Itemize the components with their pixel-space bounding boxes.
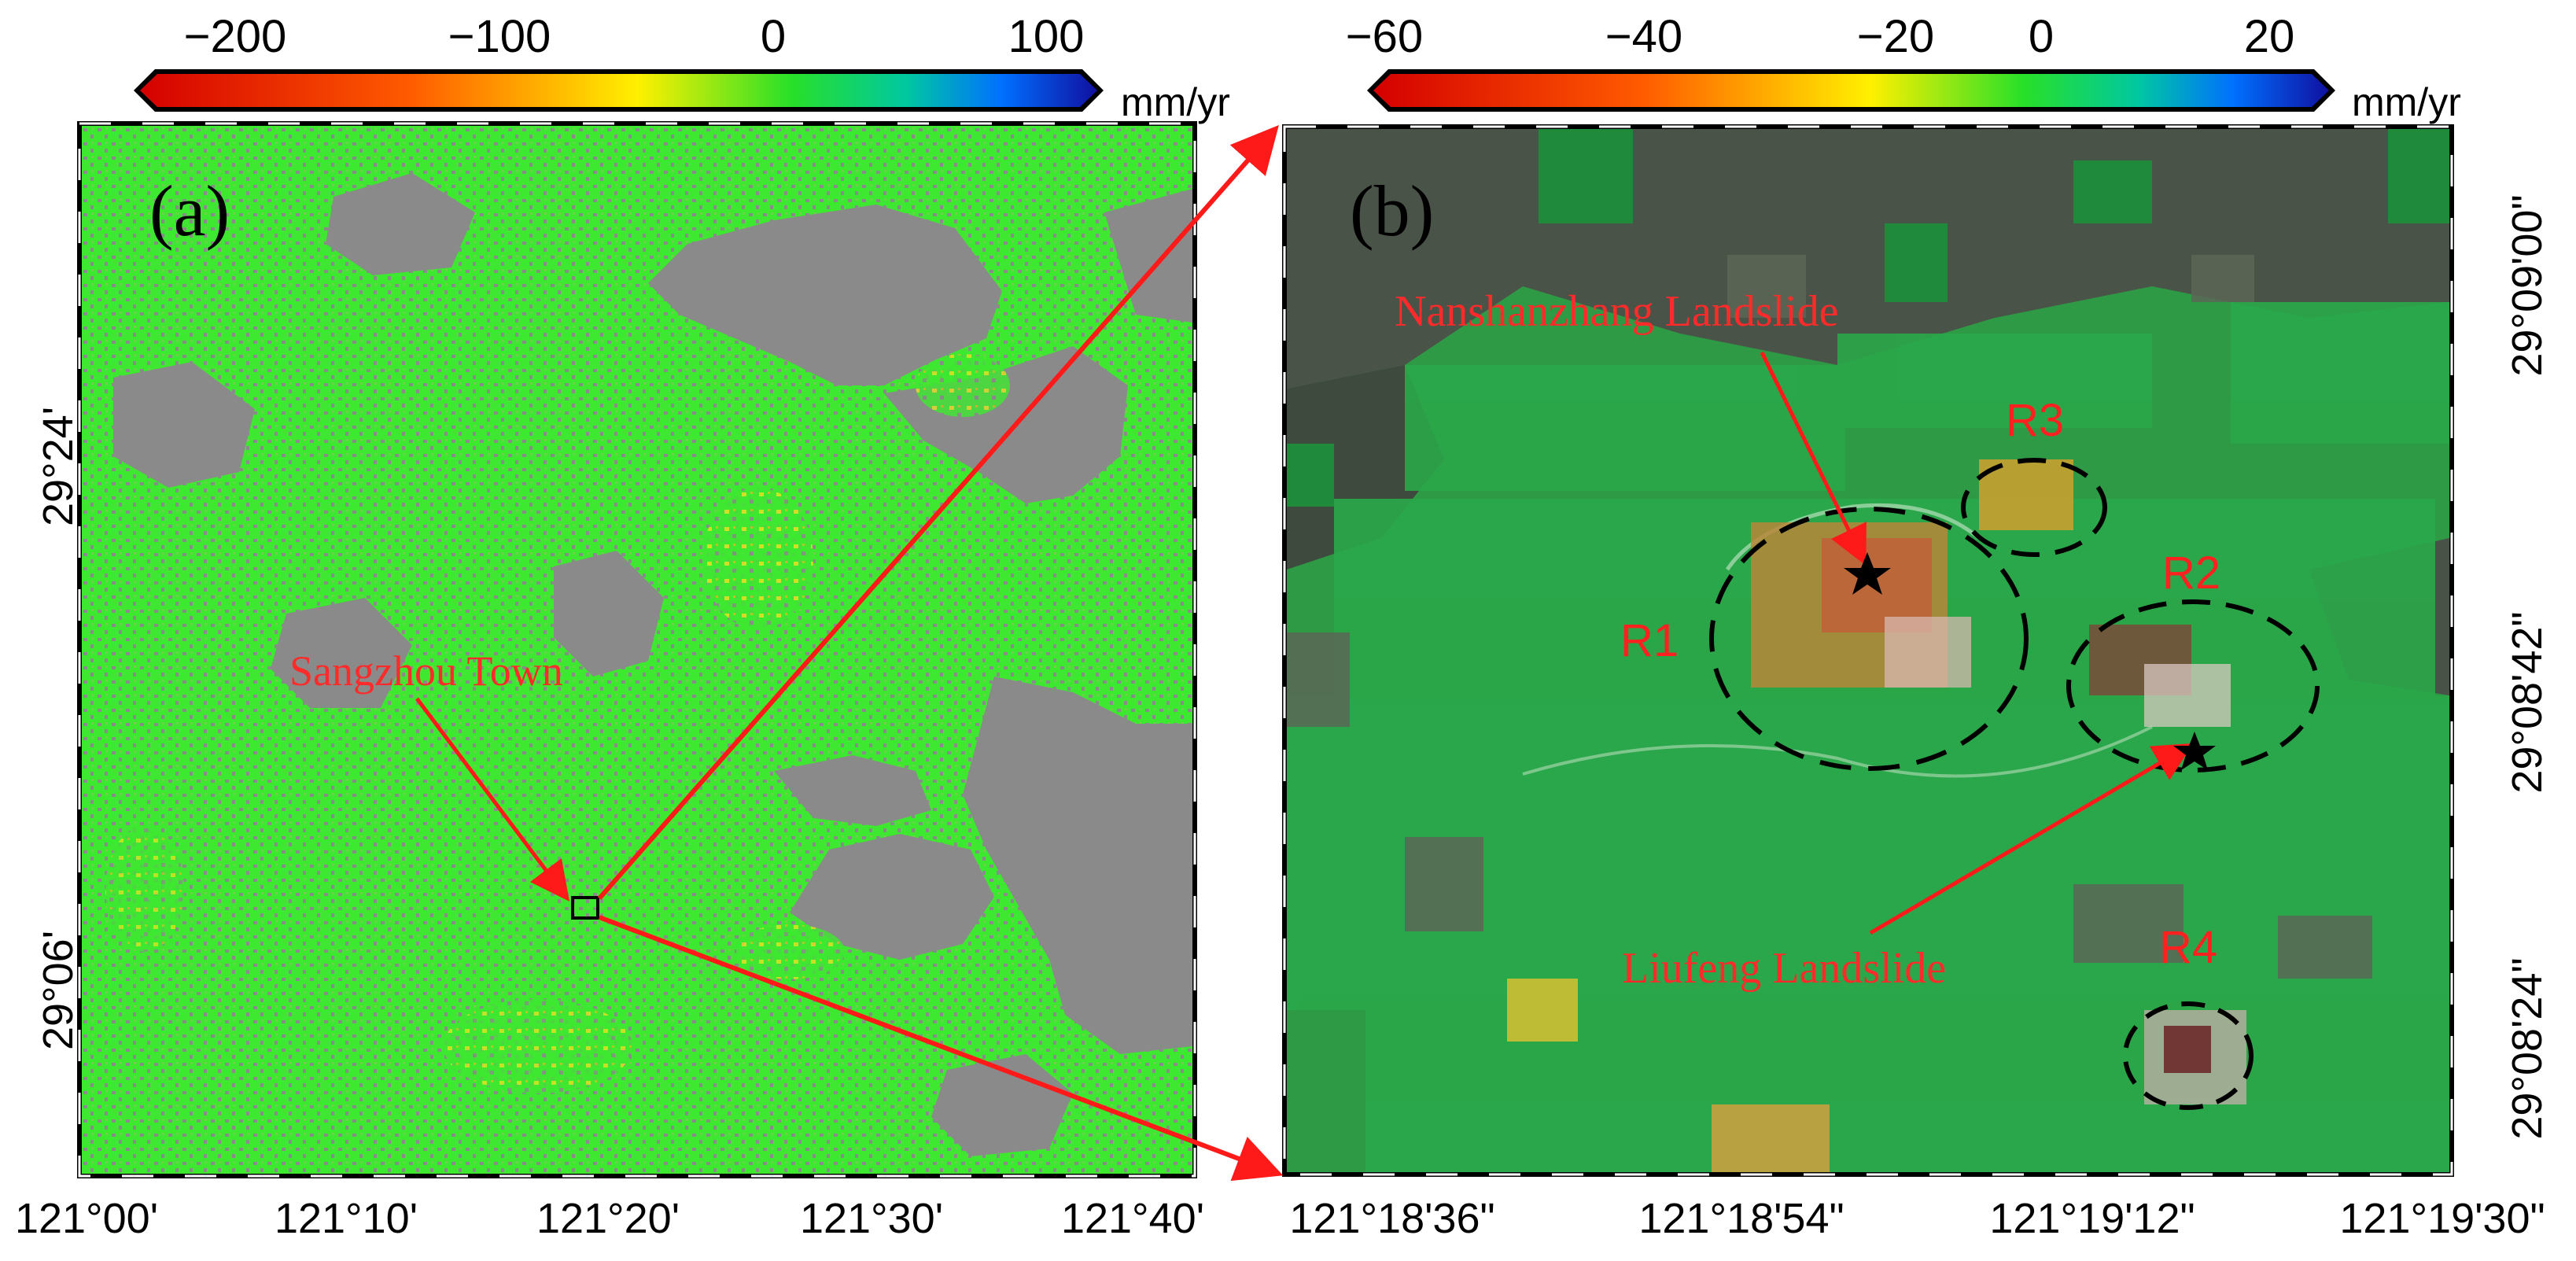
deformation-r3 <box>1979 459 2073 530</box>
zoom-box <box>571 896 599 920</box>
panel-a-label: (a) <box>149 171 230 251</box>
deformation-misc <box>1507 979 1830 1172</box>
panel-a-x-tick: 121°10' <box>274 1195 418 1242</box>
panel-a-map <box>82 126 1192 1174</box>
colorbar-a-tick: 0 <box>760 11 787 62</box>
region-r1-label: R1 <box>1620 615 1679 666</box>
region-r2-label: R2 <box>2162 548 2221 599</box>
liufeng-arrow <box>1869 743 2194 935</box>
deformation-r2 <box>2089 625 2231 727</box>
colorbar-b-tick: 20 <box>2243 11 2295 62</box>
colorbar-a-unit: mm/yr <box>1121 80 1230 124</box>
colorbar-b-tick: −20 <box>1856 11 1935 62</box>
panel-b-x-tick: 121°18'36" <box>1289 1195 1495 1242</box>
nanshanzhang-arrow <box>1760 351 1867 566</box>
panel-b-frame <box>1282 124 2454 1177</box>
liufeng-star-icon <box>2173 732 2216 770</box>
colorbar-a <box>134 69 1104 112</box>
panel-a-x-tick: 121°30' <box>799 1195 944 1242</box>
colorbar-a-tick: 100 <box>1008 11 1085 62</box>
colorbar-a-tick: −200 <box>183 11 287 62</box>
region-r4-ellipse <box>2123 1001 2254 1110</box>
colorbar-a-tick: −100 <box>448 11 551 62</box>
colorbar-b <box>1367 69 2335 112</box>
liufeng-landslide-label: Liufeng Landslide <box>1622 944 1947 993</box>
panel-b-x-tick: 121°19'30" <box>2339 1195 2545 1242</box>
colorbars <box>134 69 2335 112</box>
region-r3-label: R3 <box>2006 395 2065 446</box>
panel-b-y-tick: 29°08'24" <box>2504 957 2551 1140</box>
panel-a-x-tick: 121°20' <box>536 1195 680 1242</box>
panel-b-label: (b) <box>1350 171 1435 251</box>
panel-a-x-tick: 121°00' <box>14 1195 159 1242</box>
panel-b-x-tick: 121°19'12" <box>1989 1195 2195 1242</box>
nanshanzhang-star-icon <box>1844 552 1891 595</box>
panel-a-frame <box>77 121 1197 1178</box>
panel-a-x-tick: 121°40' <box>1060 1195 1205 1242</box>
panel-b-y-tick: 29°08'42" <box>2504 611 2551 794</box>
region-r1-ellipse <box>1709 507 2029 771</box>
deformation-r4 <box>2144 1010 2246 1104</box>
colorbar-b-tick: −60 <box>1345 11 1424 62</box>
panel-b-map <box>1287 129 2449 1172</box>
sangzhou-arrow <box>415 697 570 902</box>
region-r3-ellipse <box>1961 458 2107 557</box>
colorbar-b-tick: 0 <box>2028 11 2055 62</box>
sangzhou-town-label: Sangzhou Town <box>289 647 563 695</box>
region-r4-label: R4 <box>2159 922 2218 973</box>
zoom-arrow-bottom <box>598 915 1284 1182</box>
colorbar-b-tick: −40 <box>1605 11 1683 62</box>
panel-b-x-tick: 121°18'54" <box>1638 1195 1844 1242</box>
zoom-arrow-top <box>597 124 1279 900</box>
colorbar-b-unit: mm/yr <box>2352 80 2461 124</box>
region-r2-ellipse <box>2066 599 2320 772</box>
panel-b-y-tick: 29°09'00" <box>2504 194 2551 377</box>
nanshanzhang-landslide-label: Nanshanzhang Landslide <box>1395 287 1839 336</box>
